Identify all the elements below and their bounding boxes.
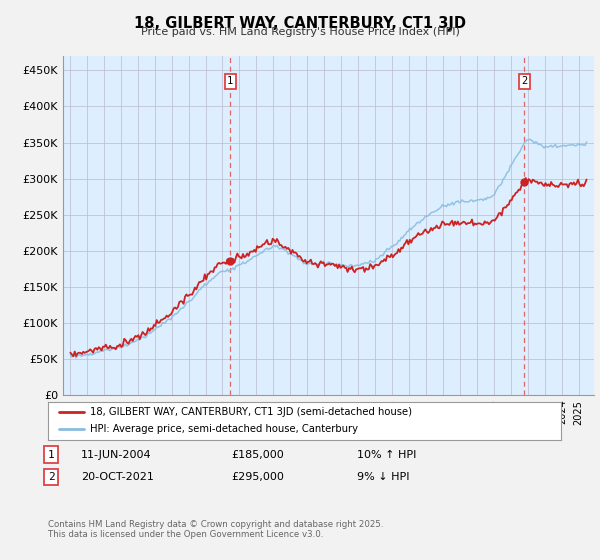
Text: 2: 2 xyxy=(47,472,55,482)
Text: 18, GILBERT WAY, CANTERBURY, CT1 3JD: 18, GILBERT WAY, CANTERBURY, CT1 3JD xyxy=(134,16,466,31)
Text: £185,000: £185,000 xyxy=(231,450,284,460)
Text: 20-OCT-2021: 20-OCT-2021 xyxy=(81,472,154,482)
Text: 11-JUN-2004: 11-JUN-2004 xyxy=(81,450,152,460)
Text: HPI: Average price, semi-detached house, Canterbury: HPI: Average price, semi-detached house,… xyxy=(90,424,358,435)
Text: 1: 1 xyxy=(47,450,55,460)
Text: £295,000: £295,000 xyxy=(231,472,284,482)
Text: 18, GILBERT WAY, CANTERBURY, CT1 3JD (semi-detached house): 18, GILBERT WAY, CANTERBURY, CT1 3JD (se… xyxy=(90,407,412,417)
Text: 1: 1 xyxy=(227,76,233,86)
Text: 2: 2 xyxy=(521,76,527,86)
Text: Contains HM Land Registry data © Crown copyright and database right 2025.
This d: Contains HM Land Registry data © Crown c… xyxy=(48,520,383,539)
Text: 9% ↓ HPI: 9% ↓ HPI xyxy=(357,472,409,482)
Text: 10% ↑ HPI: 10% ↑ HPI xyxy=(357,450,416,460)
Text: Price paid vs. HM Land Registry's House Price Index (HPI): Price paid vs. HM Land Registry's House … xyxy=(140,27,460,37)
